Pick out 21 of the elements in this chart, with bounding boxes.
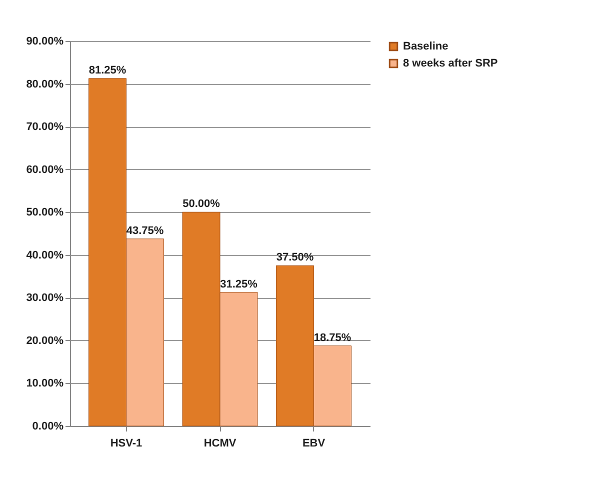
y-tick-label: 60.00% <box>26 164 64 176</box>
y-tick-label: 0.00% <box>32 420 64 432</box>
y-tick-label: 40.00% <box>26 249 64 262</box>
y-tick-label: 70.00% <box>26 121 64 134</box>
x-tick-label: HCMV <box>204 438 237 450</box>
legend-label: 8 weeks after SRP <box>403 58 498 70</box>
legend-label: Baseline <box>403 40 448 52</box>
y-tick-label: 20.00% <box>26 334 64 347</box>
y-tick-label: 80.00% <box>26 78 64 90</box>
y-tick-label: 30.00% <box>26 292 64 304</box>
data-label: 37.50% <box>276 252 314 264</box>
x-tick-label: HSV-1 <box>110 438 142 450</box>
data-label: 50.00% <box>182 198 220 210</box>
data-label: 81.25% <box>88 64 126 76</box>
data-label: 43.75% <box>126 224 164 237</box>
x-tick-label: EBV <box>302 438 326 450</box>
data-label: 18.75% <box>314 332 352 344</box>
y-tick-label: 10.00% <box>26 378 64 390</box>
y-tick-label: 90.00% <box>26 36 64 48</box>
y-tick-label: 50.00% <box>26 206 64 219</box>
data-label: 31.25% <box>220 278 258 290</box>
